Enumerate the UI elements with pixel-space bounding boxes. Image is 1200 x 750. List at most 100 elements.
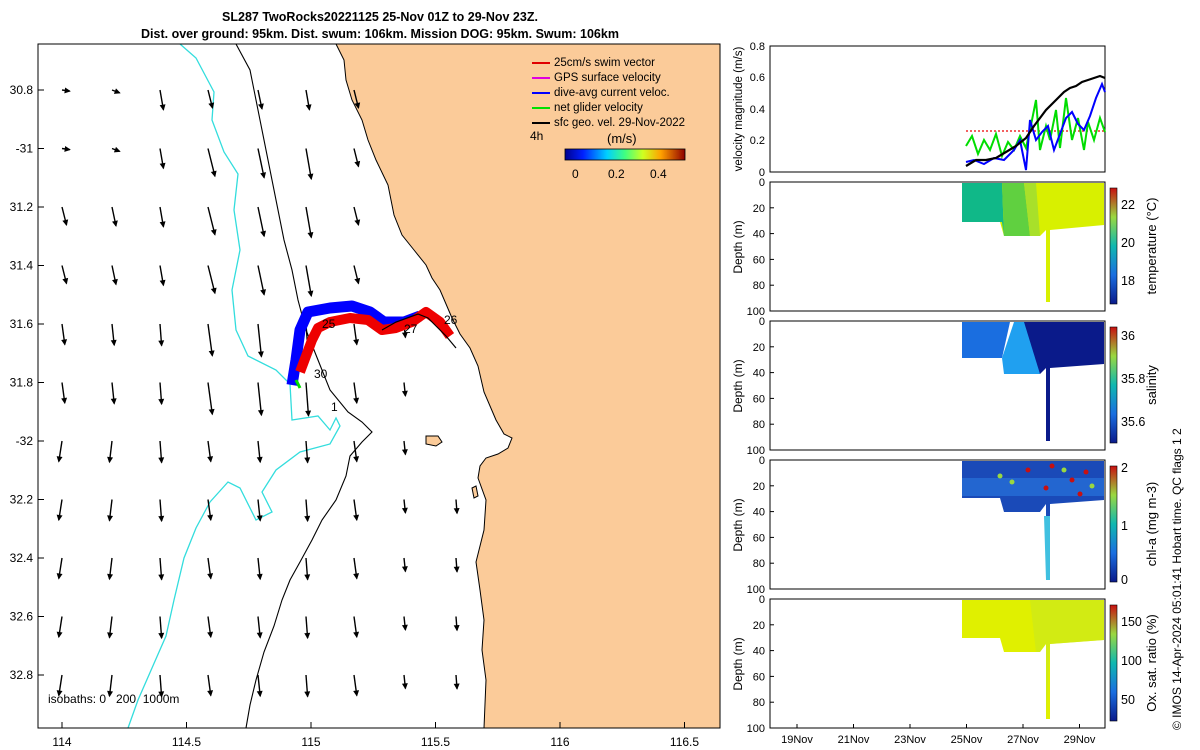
velocity-arrow xyxy=(304,557,311,581)
velocity-arrow xyxy=(256,499,263,522)
lon-tick-label: 115 xyxy=(301,735,320,749)
velocity-arrow xyxy=(159,206,166,228)
depth-tick-label: 100 xyxy=(747,723,765,735)
chla-hotspots xyxy=(1025,463,1089,497)
depth-tick-label: 40 xyxy=(753,229,765,241)
salinity-label: salinity xyxy=(1144,365,1159,405)
cbar-tick: 100 xyxy=(1121,654,1142,668)
chla-midspots xyxy=(997,467,1095,489)
velocity-arrow xyxy=(257,382,264,417)
ytick: 0.4 xyxy=(750,104,765,116)
velocity-arrow xyxy=(401,382,408,398)
velocity-arrow xyxy=(207,148,217,178)
depth-tick-label: 60 xyxy=(753,671,765,683)
velocity-arrow xyxy=(353,499,360,522)
ytick: 0.6 xyxy=(750,72,765,84)
velocity-arrow xyxy=(56,499,63,522)
cbar-tick: 150 xyxy=(1121,615,1142,629)
velocity-arrow xyxy=(353,265,361,285)
velocity-arrow xyxy=(111,265,118,286)
cbar-tick: 20 xyxy=(1121,236,1135,250)
depth-tick-label: 60 xyxy=(753,532,765,544)
legend-gps-velocity: GPS surface velocity xyxy=(554,72,661,84)
dive-avg-current-track xyxy=(286,300,422,386)
velocity-arrow xyxy=(453,674,460,690)
velocity-arrow xyxy=(207,674,214,697)
time-tick-label: 21Nov xyxy=(838,734,870,746)
velocity-arrow xyxy=(353,206,361,227)
depth-tick-label: 0 xyxy=(759,316,765,328)
velocity-arrow xyxy=(56,674,63,697)
lon-tick-label: 115.5 xyxy=(421,735,450,749)
depth-tick-label: 80 xyxy=(753,558,765,570)
velocity-arrow xyxy=(353,89,361,110)
lat-tick-label: 32.2 xyxy=(10,493,34,507)
temperature-label: temperature (°C) xyxy=(1144,198,1159,295)
velocity-arrow xyxy=(207,206,217,236)
lon-tick-label: 116 xyxy=(550,735,569,749)
depth-tick-label: 80 xyxy=(753,697,765,709)
depth-axis-label: Depth (m) xyxy=(731,220,745,273)
ytick: 0.8 xyxy=(750,41,765,53)
velocity-arrow xyxy=(107,557,114,581)
velocity-arrow xyxy=(353,148,361,168)
velocity-arrow xyxy=(158,323,165,347)
geostrophic-track xyxy=(381,313,457,349)
time-tick-label: 19Nov xyxy=(781,734,813,746)
velocity-arrow xyxy=(453,499,460,515)
depth-tick-label: 100 xyxy=(747,306,765,318)
cbar-tick: 36 xyxy=(1121,329,1135,343)
velocity-arrow xyxy=(207,265,217,295)
velocity-arrow xyxy=(353,616,360,639)
legend-net-glider: net glider velocity xyxy=(554,102,643,114)
legend-dive-avg: dive-avg current veloc. xyxy=(554,87,670,99)
velocity-arrow xyxy=(257,265,267,296)
island xyxy=(471,485,479,499)
depth-tick-label: 100 xyxy=(747,445,765,457)
lat-tick-label: 31.4 xyxy=(10,259,34,273)
legend-sfc-geo: sfc geo. vel. 29-Nov-2022 xyxy=(554,117,685,129)
velocity-arrow xyxy=(305,206,314,239)
velocity-arrow xyxy=(207,557,214,580)
velocity-arrow xyxy=(305,382,312,417)
velocity-arrow xyxy=(111,206,118,227)
velocity-arrow xyxy=(56,557,63,580)
velocity-arrow xyxy=(401,499,408,515)
velocity-arrow xyxy=(61,206,69,227)
lat-tick-label: 31.8 xyxy=(10,376,34,390)
salinity-panel xyxy=(769,320,1106,451)
velocity-arrow xyxy=(353,440,360,463)
depth-tick-label: 100 xyxy=(747,584,765,596)
velocity-arrow xyxy=(61,265,69,285)
time-label: 4h xyxy=(530,129,543,143)
velocity-arrow xyxy=(453,557,460,573)
depth-tick-label: 0 xyxy=(759,177,765,189)
velocity-arrow xyxy=(353,674,360,697)
oxygen-panel xyxy=(769,598,1106,729)
series-dive-avg xyxy=(965,81,1106,171)
velocity-arrow xyxy=(256,616,263,639)
time-tick-label: 23Nov xyxy=(894,734,926,746)
velocity-arrow xyxy=(256,440,263,464)
velocity-arrow xyxy=(257,148,267,179)
track-day-label: 26 xyxy=(444,313,458,327)
colorbar-unit: (m/s) xyxy=(607,131,637,146)
temperature-colorbar xyxy=(1109,187,1118,305)
lat-tick-label: 30.8 xyxy=(10,83,34,97)
series-sfc-geo xyxy=(965,74,1106,167)
velocity-arrow xyxy=(61,87,71,94)
velocity-arrow xyxy=(401,557,408,573)
velocity-arrow xyxy=(107,440,114,464)
lat-tick-label: -31 xyxy=(16,142,34,156)
depth-tick-label: 60 xyxy=(753,393,765,405)
surface-velocity-arrows xyxy=(56,87,460,698)
time-tick-label: 27Nov xyxy=(1007,734,1039,746)
velocity-arrow xyxy=(110,323,117,347)
depth-tick-label: 60 xyxy=(753,254,765,266)
velocity-arrow xyxy=(401,440,408,456)
swim-vector-track xyxy=(295,307,455,374)
cbar-tick: 50 xyxy=(1121,693,1135,707)
velocity-arrow xyxy=(158,382,165,406)
velocity-arrow xyxy=(107,674,114,698)
map-frame xyxy=(37,43,721,729)
